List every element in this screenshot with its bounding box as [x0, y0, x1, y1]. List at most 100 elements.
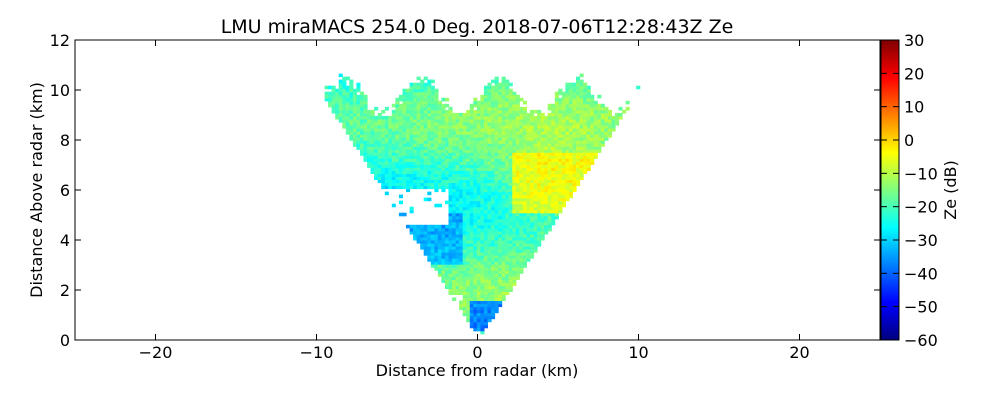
reflectivity-cell: [480, 249, 485, 253]
reflectivity-cell: [512, 233, 517, 238]
reflectivity-cell: [430, 173, 435, 177]
reflectivity-cell: [540, 170, 545, 174]
reflectivity-cell: [522, 185, 527, 190]
reflectivity-cell: [335, 106, 340, 111]
reflectivity-cell: [462, 167, 467, 171]
reflectivity-cell: [413, 236, 418, 241]
reflectivity-cell: [437, 134, 442, 138]
reflectivity-cell: [459, 227, 464, 232]
reflectivity-cell: [494, 100, 499, 105]
reflectivity-cell: [427, 94, 432, 99]
reflectivity-cell: [427, 134, 432, 138]
reflectivity-cell: [406, 94, 411, 99]
reflectivity-cell: [462, 185, 467, 190]
reflectivity-cell: [462, 221, 467, 226]
reflectivity-cell: [437, 203, 442, 208]
reflectivity-cell: [522, 140, 527, 144]
reflectivity-cell: [586, 85, 591, 90]
reflectivity-cell: [466, 255, 471, 259]
chart-title: LMU miraMACS 254.0 Deg. 2018-07-06T12:28…: [221, 16, 734, 38]
reflectivity-cell: [469, 233, 474, 238]
reflectivity-cell: [519, 137, 524, 141]
reflectivity-cell: [367, 119, 372, 123]
reflectivity-cell: [508, 161, 513, 165]
reflectivity-cell: [452, 173, 457, 177]
reflectivity-cell: [476, 285, 481, 289]
reflectivity-cell: [441, 112, 446, 117]
reflectivity-cell: [583, 106, 588, 111]
reflectivity-cell: [352, 128, 357, 132]
reflectivity-cell: [452, 230, 457, 235]
reflectivity-cell: [515, 261, 520, 265]
reflectivity-cell: [335, 94, 340, 99]
reflectivity-cell: [483, 243, 488, 247]
reflectivity-cell: [522, 152, 527, 156]
reflectivity-cell: [427, 137, 432, 141]
reflectivity-cell: [483, 173, 488, 177]
reflectivity-cell: [452, 191, 457, 196]
reflectivity-cell: [459, 197, 464, 202]
reflectivity-cell: [508, 282, 513, 286]
reflectivity-cell: [515, 203, 520, 208]
reflectivity-cell: [515, 112, 520, 117]
reflectivity-cell: [352, 140, 357, 144]
reflectivity-cell: [487, 88, 492, 93]
reflectivity-cell: [547, 158, 552, 162]
reflectivity-cell: [462, 285, 467, 289]
reflectivity-cell: [544, 215, 549, 220]
reflectivity-cell: [469, 246, 474, 250]
reflectivity-cell: [413, 164, 418, 168]
reflectivity-cell: [487, 185, 492, 190]
reflectivity-cell: [423, 227, 428, 232]
reflectivity-cell: [423, 125, 428, 129]
reflectivity-cell: [409, 224, 414, 229]
reflectivity-cell: [331, 109, 336, 114]
reflectivity-cell: [452, 276, 457, 280]
reflectivity-cell: [537, 188, 542, 193]
reflectivity-cell: [469, 309, 474, 314]
reflectivity-cell: [498, 119, 503, 123]
reflectivity-cell: [406, 109, 411, 114]
reflectivity-cell: [554, 197, 559, 202]
reflectivity-cell: [586, 146, 591, 150]
reflectivity-cell: [505, 131, 510, 135]
reflectivity-cell: [452, 264, 457, 268]
reflectivity-cell: [462, 191, 467, 196]
reflectivity-cell: [512, 215, 517, 220]
reflectivity-cell: [384, 161, 389, 165]
reflectivity-cell: [501, 100, 506, 105]
reflectivity-cell: [402, 182, 407, 187]
reflectivity-cell: [551, 170, 556, 174]
reflectivity-cell: [583, 146, 588, 150]
reflectivity-cell: [547, 176, 552, 180]
reflectivity-cell: [519, 143, 524, 147]
reflectivity-cell: [554, 131, 559, 135]
reflectivity-cell: [469, 112, 474, 117]
reflectivity-cell: [455, 194, 460, 199]
reflectivity-cell: [370, 119, 375, 123]
reflectivity-cell: [483, 152, 488, 156]
reflectivity-cell: [583, 85, 588, 90]
reflectivity-cell: [455, 155, 460, 159]
reflectivity-cell: [537, 209, 542, 214]
reflectivity-cell: [558, 152, 563, 156]
reflectivity-cell: [498, 236, 503, 241]
reflectivity-cell: [398, 112, 403, 117]
reflectivity-cell: [494, 128, 499, 132]
reflectivity-cell: [544, 140, 549, 144]
reflectivity-cell: [430, 149, 435, 153]
reflectivity-cell: [597, 149, 602, 153]
reflectivity-cell: [427, 152, 432, 156]
reflectivity-cell: [483, 109, 488, 114]
reflectivity-cell: [476, 191, 481, 196]
reflectivity-cell: [558, 158, 563, 162]
reflectivity-cell: [352, 109, 357, 114]
reflectivity-cell: [349, 131, 354, 135]
reflectivity-cell: [491, 85, 496, 90]
reflectivity-cell: [434, 173, 439, 177]
reflectivity-cell: [483, 188, 488, 193]
reflectivity-cell: [441, 158, 446, 162]
reflectivity-cell: [473, 122, 478, 126]
reflectivity-cell: [519, 185, 524, 190]
reflectivity-cell: [445, 176, 450, 180]
